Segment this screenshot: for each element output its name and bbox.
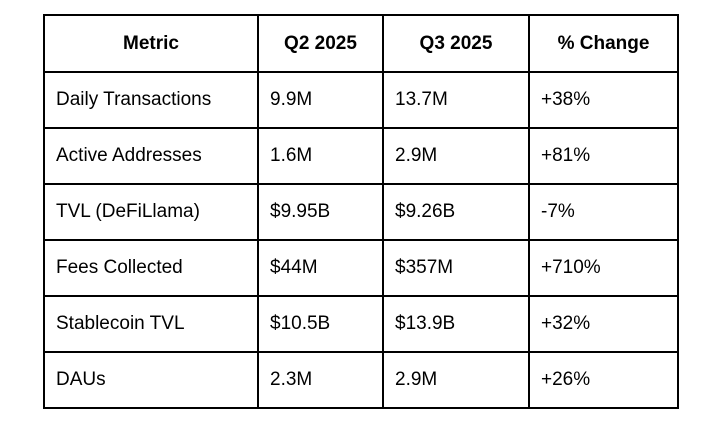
column-header-metric: Metric	[43, 14, 259, 73]
cell-q3-value: 2.9M	[382, 127, 530, 185]
table-row: Active Addresses 1.6M 2.9M +81%	[43, 127, 679, 185]
cell-pct-change: +38%	[528, 71, 679, 129]
column-header-q3-2025: Q3 2025	[382, 14, 530, 73]
cell-q2-value: 2.3M	[257, 351, 384, 409]
cell-q3-value: $13.9B	[382, 295, 530, 353]
cell-q2-value: 9.9M	[257, 71, 384, 129]
cell-pct-change: -7%	[528, 183, 679, 241]
cell-metric: DAUs	[43, 351, 259, 409]
table-row: Fees Collected $44M $357M +710%	[43, 239, 679, 297]
table-row: Stablecoin TVL $10.5B $13.9B +32%	[43, 295, 679, 353]
cell-pct-change: +710%	[528, 239, 679, 297]
column-header-pct-change: % Change	[528, 14, 679, 73]
table-row: Daily Transactions 9.9M 13.7M +38%	[43, 71, 679, 129]
cell-metric: Daily Transactions	[43, 71, 259, 129]
cell-q2-value: $10.5B	[257, 295, 384, 353]
table-row: DAUs 2.3M 2.9M +26%	[43, 351, 679, 409]
header-row: Metric Q2 2025 Q3 2025 % Change	[43, 14, 679, 73]
metrics-table: Metric Q2 2025 Q3 2025 % Change Daily Tr…	[43, 14, 679, 409]
cell-q3-value: 2.9M	[382, 351, 530, 409]
cell-pct-change: +32%	[528, 295, 679, 353]
cell-q3-value: $357M	[382, 239, 530, 297]
cell-q3-value: $9.26B	[382, 183, 530, 241]
cell-q2-value: 1.6M	[257, 127, 384, 185]
cell-q2-value: $9.95B	[257, 183, 384, 241]
cell-metric: Fees Collected	[43, 239, 259, 297]
table-row: TVL (DeFiLlama) $9.95B $9.26B -7%	[43, 183, 679, 241]
cell-pct-change: +81%	[528, 127, 679, 185]
cell-q2-value: $44M	[257, 239, 384, 297]
column-header-q2-2025: Q2 2025	[257, 14, 384, 73]
cell-pct-change: +26%	[528, 351, 679, 409]
cell-metric: Active Addresses	[43, 127, 259, 185]
cell-metric: Stablecoin TVL	[43, 295, 259, 353]
cell-q3-value: 13.7M	[382, 71, 530, 129]
cell-metric: TVL (DeFiLlama)	[43, 183, 259, 241]
